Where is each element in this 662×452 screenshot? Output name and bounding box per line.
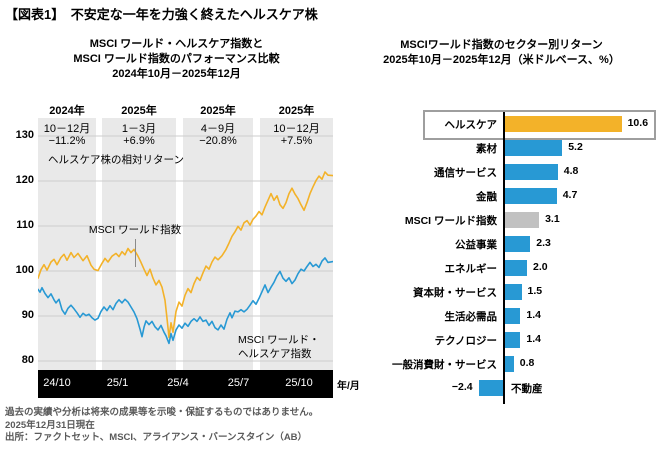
x-axis-unit-label: 年/月 bbox=[337, 381, 360, 392]
x-axis-tick-label: 25/4 bbox=[167, 377, 189, 389]
period-year-label: 2024年 bbox=[49, 105, 85, 117]
y-axis-tick-label: 110 bbox=[16, 219, 34, 231]
bar-12 bbox=[478, 380, 505, 396]
footnote: 過去の実績や分析は将来の成果等を示唆・保証するものではありません。 2025年1… bbox=[5, 407, 318, 445]
bar-value-label: 10.6 bbox=[627, 117, 649, 129]
relative-return-caption: ヘルスケア株の相対リターン bbox=[48, 154, 184, 166]
line-chart-title: MSCI ワールド・ヘルスケア指数と MSCI ワールド指数のパフォーマンス比較… bbox=[8, 37, 345, 82]
period-panel-3 bbox=[183, 118, 253, 370]
bar-value-label: 0.8 bbox=[519, 357, 535, 369]
period-panel-4 bbox=[260, 118, 333, 370]
bar-category-label: MSCI ワールド指数 bbox=[404, 215, 497, 227]
y-axis-tick-label: 120 bbox=[15, 174, 34, 186]
bar-category-label: 生活必需品 bbox=[444, 311, 498, 323]
bar-category-label: エネルギー bbox=[444, 263, 498, 275]
period-months-label: 10－12月 bbox=[43, 123, 91, 135]
y-axis-tick-label: 130 bbox=[15, 129, 34, 141]
period-months-label: 1－3月 bbox=[121, 123, 157, 135]
bar-11 bbox=[505, 356, 514, 372]
bar-1 bbox=[505, 116, 622, 132]
bar-category-label: 一般消費財・サービス bbox=[392, 359, 497, 371]
bar-chart-panel: MSCIワールド指数のセクター別リターン 2025年10月－2025年12月（米… bbox=[345, 0, 662, 452]
bar-category-label: ヘルスケア bbox=[444, 119, 498, 131]
y-axis-tick-label: 80 bbox=[21, 354, 34, 366]
x-axis-tick-label: 24/10 bbox=[43, 377, 71, 389]
bar-8 bbox=[505, 284, 522, 300]
period-months-label: 4－9月 bbox=[200, 123, 236, 135]
footnote-disclaimer: 過去の実績や分析は将来の成果等を示唆・保証するものではありません。 bbox=[5, 407, 319, 418]
healthcare-index-annotation: MSCI ワールド・ ヘルスケア指数 bbox=[238, 333, 320, 361]
bar-category-label: 公益事業 bbox=[455, 239, 497, 251]
line-chart-svg bbox=[38, 135, 333, 362]
period-year-label: 2025年 bbox=[121, 105, 157, 117]
bar-value-label: 1.5 bbox=[527, 285, 543, 297]
x-axis-band: 24/10 25/1 25/4 25/7 25/10 bbox=[38, 370, 333, 398]
footnote-source: 出所：ファクトセット、MSCI、アライアンス・バーンスタイン（AB） bbox=[5, 432, 308, 443]
bar-value-label: 1.4 bbox=[526, 309, 541, 321]
period-return-value: +6.9% bbox=[123, 135, 155, 147]
figure-title: 【図表1】 不安定な一年を力強く終えたヘルスケア株 bbox=[5, 7, 318, 22]
period-panel-1 bbox=[38, 118, 96, 370]
bar-2 bbox=[505, 140, 563, 156]
bar-category-label: 資本財・サービス bbox=[413, 287, 497, 299]
bar-value-label: −2.4 bbox=[451, 381, 473, 393]
period-months-label: 10－12月 bbox=[273, 123, 320, 135]
line-chart-title-line3: 2024年10月－2025年12月 bbox=[112, 68, 241, 80]
bar-value-label: 2.3 bbox=[536, 237, 551, 249]
bar-6 bbox=[505, 236, 531, 252]
bar-category-label: テクノロジー bbox=[434, 335, 497, 347]
bar-9 bbox=[505, 308, 521, 324]
bar-chart-zero-axis bbox=[503, 112, 505, 404]
bar-value-label: 1.4 bbox=[526, 333, 541, 345]
healthcare-annotation-line1: MSCI ワールド・ bbox=[238, 334, 320, 346]
line-chart-panel: MSCI ワールド・ヘルスケア指数と MSCI ワールド指数のパフォーマンス比較… bbox=[8, 37, 360, 398]
bar-chart-plot-area: 10.6 ヘルスケア 5.2 素材 4.8 通信サービス 4.7 金融 3.1 MSCI ワールド… bbox=[345, 110, 662, 404]
x-axis-tick-label: 25/1 bbox=[106, 377, 129, 389]
bar-10 bbox=[505, 332, 521, 348]
line-chart-plot-area: ヘルスケア株の相対リターン MSCI ワールド指数 MSCI ワールド・ ヘルス… bbox=[38, 105, 333, 370]
period-return-value: −20.8% bbox=[199, 135, 237, 147]
bar-value-label: 3.1 bbox=[545, 213, 560, 225]
bar-value-label: 5.2 bbox=[568, 141, 583, 153]
bar-value-label: 2.0 bbox=[533, 261, 548, 273]
world-index-annotation: MSCI ワールド指数 bbox=[88, 224, 182, 236]
period-return-value: −11.2% bbox=[48, 135, 86, 147]
bar-category-label: 素材 bbox=[476, 143, 497, 155]
footnote-asof-date: 2025年12月31日現在 bbox=[5, 419, 95, 431]
period-year-label: 2025年 bbox=[200, 105, 236, 117]
period-year-label: 2025年 bbox=[278, 105, 315, 117]
bar-5 bbox=[505, 212, 540, 228]
bar-chart-title-line1: MSCIワールド指数のセクター別リターン bbox=[400, 39, 603, 51]
bar-category-label: 通信サービス bbox=[434, 167, 497, 179]
y-axis-tick-label: 100 bbox=[15, 264, 34, 276]
x-axis-tick-label: 25/10 bbox=[285, 377, 313, 389]
world-index-annotation-pointer bbox=[135, 239, 136, 267]
period-return-value: +7.5% bbox=[280, 135, 313, 147]
bar-chart-title-line2: 2025年10月－2025年12月（米ドルベース、%） bbox=[383, 54, 620, 66]
bar-3 bbox=[505, 164, 558, 180]
bar-category-label: 金融 bbox=[476, 191, 497, 203]
x-axis-tick-label: 25/7 bbox=[227, 377, 250, 389]
bar-value-label: 4.8 bbox=[563, 165, 579, 177]
bar-value-label: 4.7 bbox=[562, 189, 578, 201]
world-index-line bbox=[38, 171, 333, 339]
bar-4 bbox=[505, 188, 557, 204]
bar-category-label: 不動産 bbox=[511, 383, 543, 395]
line-chart-title-line2: MSCI ワールド指数のパフォーマンス比較 bbox=[73, 53, 280, 65]
y-axis-tick-label: 90 bbox=[21, 309, 34, 321]
healthcare-index-line bbox=[38, 257, 333, 345]
healthcare-annotation-line2: ヘルスケア指数 bbox=[238, 348, 312, 360]
bar-7 bbox=[505, 260, 527, 276]
bar-chart-title: MSCIワールド指数のセクター別リターン 2025年10月－2025年12月（米… bbox=[345, 38, 658, 68]
line-chart-title-line1: MSCI ワールド・ヘルスケア指数と bbox=[89, 38, 264, 50]
